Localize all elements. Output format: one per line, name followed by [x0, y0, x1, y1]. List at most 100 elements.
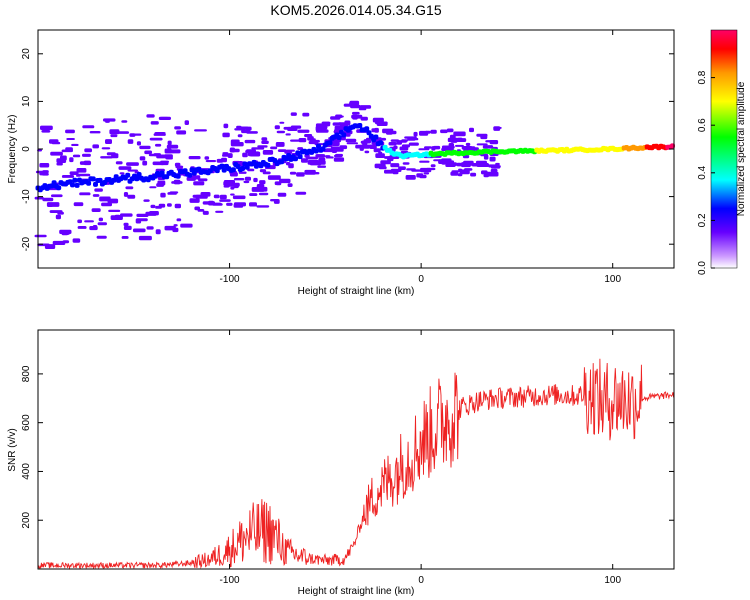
snr-frame [37, 329, 675, 570]
spectrogram-cell [189, 198, 200, 203]
spectrogram-cell [317, 165, 326, 168]
spectrogram-cell [331, 141, 340, 146]
spectrogram-cell [110, 134, 118, 138]
spectrogram-cell [249, 202, 257, 207]
snr-series [37, 358, 675, 570]
spectrogram-cell [409, 137, 419, 141]
spectrogram-cell [283, 126, 294, 130]
spectrogram-cell [175, 173, 181, 179]
colorbar-tick-label: 0.0 [697, 261, 708, 275]
x-tick-label: 100 [604, 575, 621, 586]
spectrogram-cells [34, 100, 675, 249]
spectrogram-cell [306, 156, 318, 160]
spectrogram-cell [469, 127, 474, 133]
spectrogram-cell [406, 168, 416, 171]
spectrogram-cell [127, 139, 134, 144]
spectrogram-cell [100, 156, 113, 159]
spectrogram-cell [470, 172, 477, 177]
spectrogram-cell [287, 183, 293, 187]
spectrogram-cell [449, 134, 456, 140]
spectrogram-cell [230, 193, 235, 196]
spectrogram-cell [489, 156, 496, 162]
spectrogram-cell [73, 202, 84, 207]
spectrogram-cell [234, 128, 246, 131]
spectrogram-cell [360, 140, 369, 144]
spectrogram-cell [126, 162, 139, 166]
spectrogram-cell [69, 171, 79, 175]
spectrogram-y-ticks: -20 -10 0 10 20 [21, 48, 674, 252]
spectrogram-cell [431, 146, 436, 151]
spectrogram-cell [226, 202, 233, 206]
spectrogram-cell [216, 158, 224, 163]
spectrogram-cell [74, 182, 80, 188]
spectrogram-cell [380, 160, 391, 165]
spectrogram-cell [486, 171, 499, 177]
spectrogram-cell [419, 160, 430, 163]
y-tick-label: 0 [21, 146, 32, 152]
y-tick-label: -20 [21, 237, 32, 252]
spectrogram-cell [229, 148, 240, 153]
spectrogram-cell [91, 208, 101, 212]
spectrogram-cell [261, 137, 268, 141]
spectrogram-cell [34, 234, 47, 238]
spectrogram-cell [446, 162, 457, 166]
colorbar: 0.0 0.2 0.4 0.6 0.8 Normalized spectral ampl… [697, 29, 747, 275]
spectrogram-cell [41, 172, 49, 176]
spectrogram-cell [471, 163, 485, 167]
spectrogram-cell [76, 168, 87, 173]
spectrogram-cell [450, 171, 459, 176]
spectrogram-cell [238, 171, 247, 174]
spectrogram-cell [39, 163, 50, 168]
spectrogram-cell [374, 163, 386, 169]
spectrogram-cell [440, 129, 448, 134]
spectrogram-cell [34, 196, 44, 200]
spectrogram-cell [275, 142, 285, 147]
spectrogram-cell [119, 172, 125, 175]
spectrogram-cell [213, 194, 220, 199]
spectrogram-cell [154, 132, 166, 135]
spectrogram-cell [236, 125, 242, 129]
spectrogram-x-ticks: -100 0 100 [220, 30, 621, 285]
y-tick-label: 10 [21, 95, 32, 107]
spectrogram-cell [84, 148, 92, 153]
spectrogram-cell [357, 123, 363, 128]
spectrogram-cell [274, 125, 280, 130]
spectrogram-cell [71, 143, 79, 146]
spectrogram-cell [93, 181, 98, 187]
spectrogram-cell [495, 162, 500, 166]
spectrogram-cell [149, 186, 157, 189]
spectrogram-cell [253, 177, 258, 183]
spectrogram-cell [338, 115, 344, 118]
spectrogram-cell [61, 175, 75, 178]
spectrogram-cell [251, 159, 257, 165]
spectrogram-cell [143, 199, 150, 202]
spectrogram-cell [47, 202, 53, 207]
spectrogram-cell [66, 138, 75, 140]
spectrogram-cell [188, 156, 201, 160]
spectrogram-cell [232, 195, 246, 200]
spectrogram-cell [123, 225, 132, 230]
spectrogram-cell [465, 142, 471, 146]
spectrogram-cell [244, 176, 251, 181]
spectrogram-cell [90, 176, 96, 182]
spectrogram-cell [139, 145, 151, 150]
spectrogram-cell [243, 180, 250, 184]
spectrogram-cell [176, 218, 182, 222]
spectrogram-cell [222, 152, 229, 155]
spectrogram-cell [304, 169, 316, 175]
spectrogram-cell [381, 137, 387, 141]
spectrogram-cell [72, 238, 81, 243]
spectrogram-cell [302, 112, 310, 117]
spectrogram-cell [135, 218, 142, 224]
spectrogram-cell [70, 182, 75, 188]
spectrogram-cell [341, 132, 347, 138]
spectrogram-cell [167, 140, 172, 146]
spectrogram-cell [219, 163, 225, 169]
colorbar-label: Normalized spectral amplitude [736, 81, 747, 216]
spectrogram-cell [308, 141, 319, 145]
spectrogram-cell [110, 215, 123, 220]
spectrogram-cell [174, 126, 181, 130]
spectrogram-cell [89, 226, 98, 231]
